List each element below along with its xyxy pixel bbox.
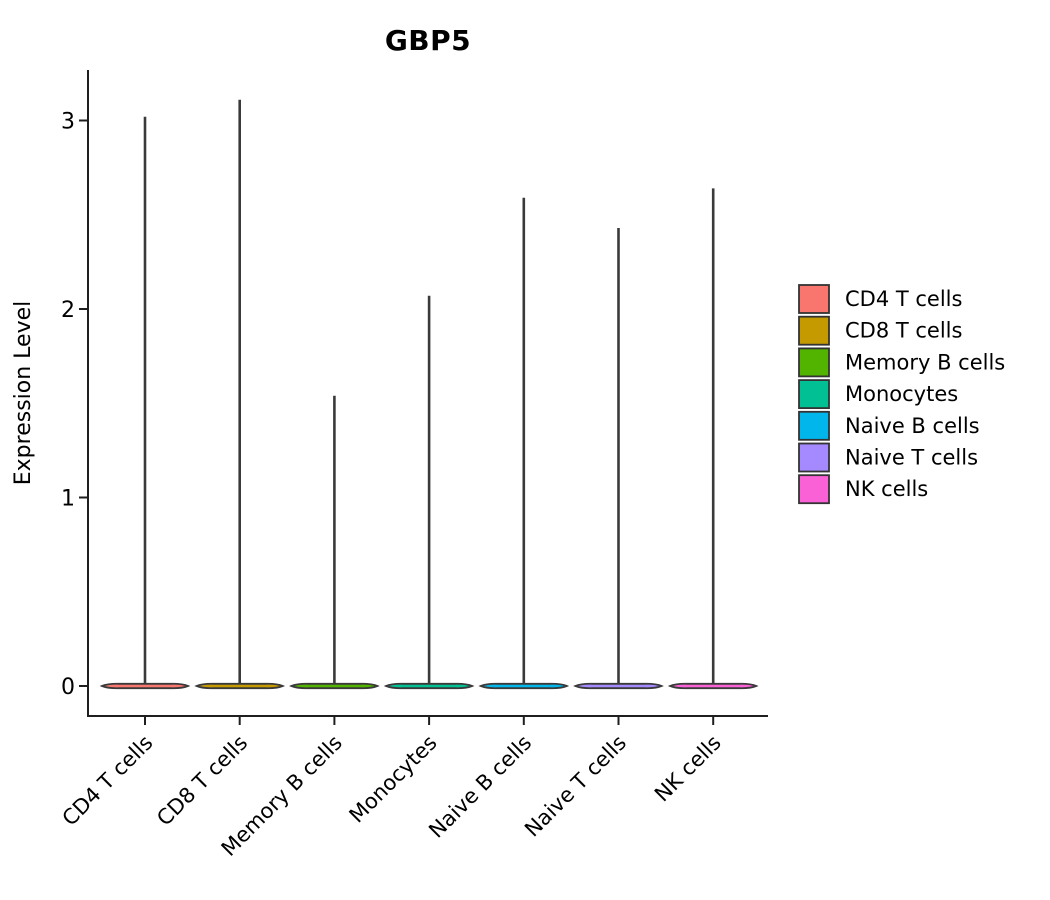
violin-base: [667, 682, 759, 690]
y-tick-label: 1: [61, 487, 75, 512]
legend-item-label: Naive T cells: [845, 446, 978, 470]
x-tick-label: CD4 T cells: [58, 731, 158, 831]
legend-key-swatch: [798, 284, 830, 314]
legend-key-swatch: [798, 315, 830, 346]
violin-base: [99, 682, 191, 690]
legend-item-label: CD8 T cells: [845, 319, 962, 343]
legend-item-label: NK cells: [845, 477, 928, 501]
violin-base: [194, 682, 286, 690]
x-tick-label: Naive T cells: [520, 731, 631, 842]
legend-item-label: CD4 T cells: [845, 287, 962, 311]
x-tick-label: Monocytes: [345, 731, 442, 828]
legend-key-swatch: [798, 379, 830, 410]
legend-key-swatch: [798, 442, 830, 473]
y-axis-title: Expression Level: [11, 301, 36, 486]
violin-base: [573, 682, 664, 690]
legend-item-label: Naive B cells: [845, 414, 980, 438]
legend-item-label: Monocytes: [845, 382, 958, 406]
y-tick-label: 3: [61, 110, 75, 135]
legend-key-swatch: [798, 410, 830, 441]
y-tick-label: 0: [61, 675, 75, 700]
x-tick-label: CD8 T cells: [152, 731, 252, 831]
legend-key-swatch: [798, 347, 830, 378]
y-tick-label: 2: [61, 298, 75, 323]
violin-base: [383, 682, 475, 690]
violin-base: [289, 682, 380, 690]
violin-base: [478, 682, 570, 690]
chart-title: GBP5: [384, 24, 472, 57]
legend-key-swatch: [798, 474, 830, 505]
legend-item-label: Memory B cells: [845, 350, 1005, 374]
x-tick-label: NK cells: [650, 731, 726, 807]
